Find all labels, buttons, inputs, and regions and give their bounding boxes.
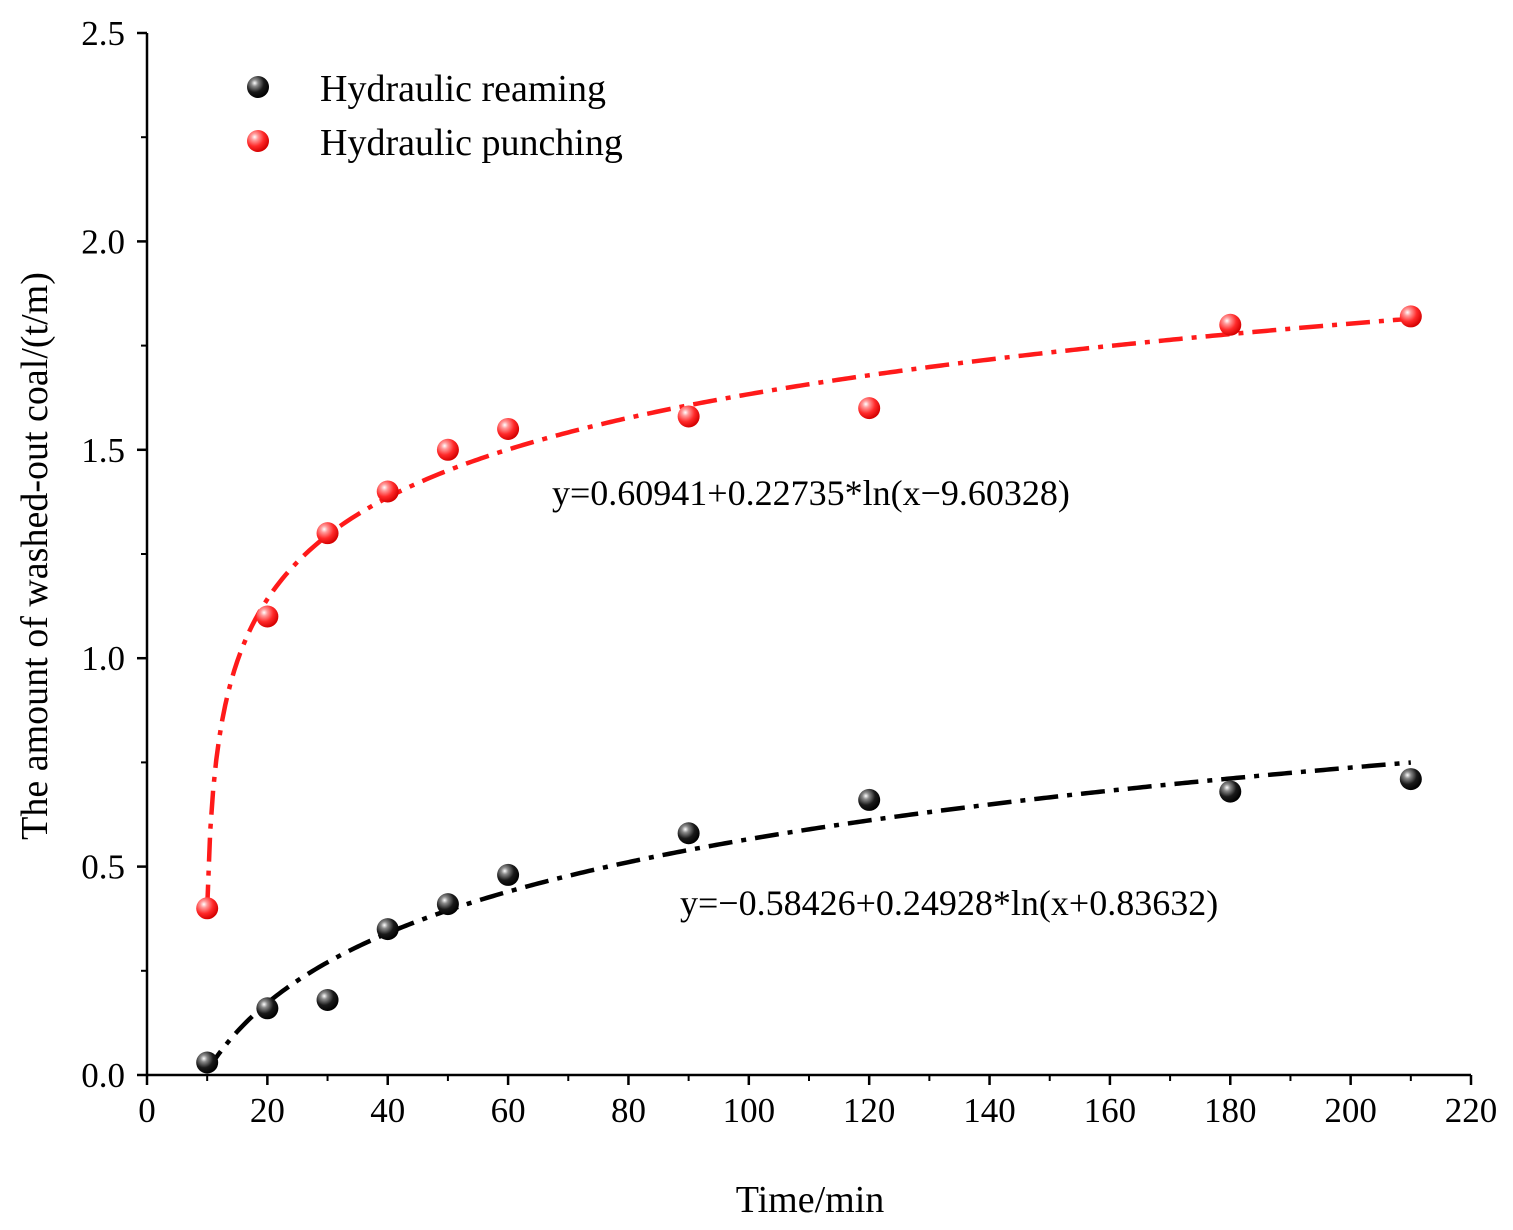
y-axis-title: The amount of washed-out coal/(t/m) [14,272,56,840]
y-tick-label: 0.5 [81,848,125,887]
data-point-hydraulic-punching [196,897,219,920]
fit-lines [204,316,1412,1073]
data-point-hydraulic-reaming [1219,780,1242,803]
data-point-hydraulic-punching [1219,313,1242,336]
data-point-hydraulic-punching [256,605,279,628]
legend-marker-hydraulic-reaming [247,76,269,98]
x-tick-label: 80 [611,1091,646,1130]
y-tick-label: 2.0 [81,222,125,261]
x-tick-label: 40 [370,1091,405,1130]
data-point-hydraulic-punching [376,480,399,503]
data-point-hydraulic-reaming [436,893,459,916]
data-point-hydraulic-reaming [677,822,700,845]
x-tick-label: 120 [843,1091,896,1130]
data-points [196,305,1422,1074]
y-tick-label: 1.0 [81,639,125,678]
data-point-hydraulic-reaming [1399,768,1422,791]
legend: Hydraulic reaming Hydraulic punching [247,68,623,164]
legend-marker-symbol [247,76,269,98]
fit-line-hydraulic-reaming [205,760,1412,1073]
legend-marker-symbol [247,130,269,152]
data-point-hydraulic-reaming [376,918,399,941]
data-point-hydraulic-reaming [858,788,881,811]
legend-label-hydraulic-reaming: Hydraulic reaming [320,68,606,110]
x-tick-label: 220 [1445,1091,1498,1130]
fit-line-hydraulic-punching [204,316,1411,909]
x-tick-label: 200 [1324,1091,1377,1130]
y-tick-label: 1.5 [81,431,125,470]
x-axis-title: Time/min [736,1179,885,1221]
data-point-hydraulic-punching [1399,305,1422,328]
data-point-hydraulic-punching [316,522,339,545]
data-point-hydraulic-punching [497,417,520,440]
x-tick-label: 160 [1084,1091,1137,1130]
legend-label-hydraulic-punching: Hydraulic punching [320,122,623,164]
data-point-hydraulic-reaming [497,863,520,886]
axes: 0 20 40 60 80 100 120 140 160 180 200 220 0.0 0.5 1.0 1… [81,14,1497,1130]
x-tick-label: 0 [138,1091,156,1130]
x-tick-label: 180 [1204,1091,1257,1130]
data-point-hydraulic-reaming [256,997,279,1020]
x-tick-label: 20 [250,1091,285,1130]
legend-marker-hydraulic-punching [247,130,269,152]
x-tick-label: 140 [963,1091,1016,1130]
equation-hydraulic-punching: y=0.60941+0.22735*ln(x−9.60328) [552,473,1070,513]
x-tick-label: 60 [491,1091,526,1130]
equation-hydraulic-reaming: y=−0.58426+0.24928*ln(x+0.83632) [680,883,1218,923]
data-point-hydraulic-punching [436,438,459,461]
data-point-hydraulic-reaming [196,1051,219,1074]
x-tick-label: 100 [723,1091,776,1130]
y-tick-label: 0.0 [81,1056,125,1095]
data-point-hydraulic-reaming [316,988,339,1011]
data-point-hydraulic-punching [677,405,700,428]
data-point-hydraulic-punching [858,397,881,420]
y-tick-label: 2.5 [81,14,125,53]
